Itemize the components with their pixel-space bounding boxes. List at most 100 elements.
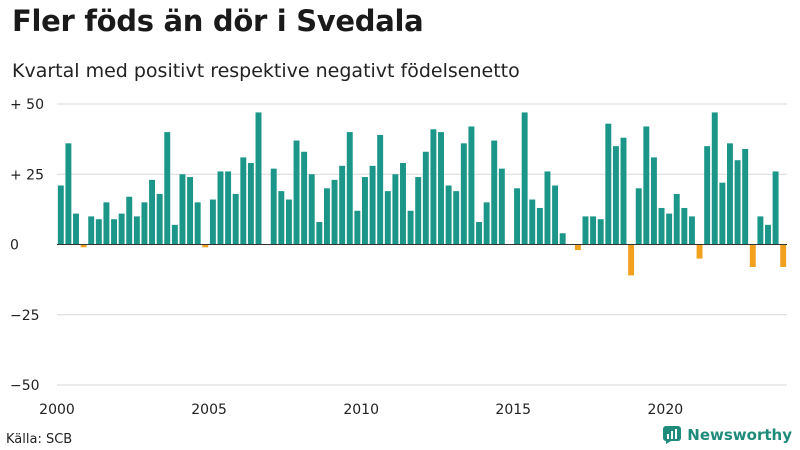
bar-2009Q1 [331,179,338,245]
bar-2007Q1 [270,168,277,245]
bar-2004Q4 [202,244,209,248]
bar-2022Q3 [742,148,749,245]
bar-2004Q1 [179,174,186,245]
bar-2013Q2 [460,143,467,245]
bar-2014Q3 [498,168,505,245]
brand-logo: Newsworthy [663,426,792,444]
bar-2008Q1 [301,151,308,245]
bar-2013Q4 [476,222,482,245]
bar-2008Q4 [323,188,330,245]
bar-2011Q4 [415,177,422,245]
axes: + 50 + 25 0 −25 −50 2000 2005 2010 2015 2020 [10,97,787,418]
chart-subtitle: Kvartal med positivt respektive negativt… [12,60,520,82]
source-note: Källa: SCB [6,432,73,447]
bar-2020Q4 [688,216,695,245]
bar-2014Q2 [491,140,498,245]
bar-2000Q1 [57,185,64,245]
bar-2019Q3 [650,157,657,245]
x-tick-label: 2005 [191,402,227,418]
bar-2008Q3 [316,222,323,245]
bar-2011Q3 [407,210,414,245]
bar-2001Q2 [95,219,102,245]
x-tick-label: 2000 [39,402,75,418]
bar-2005Q2 [217,171,224,245]
bar-2017Q1 [574,244,581,251]
bar-2000Q4 [80,244,87,248]
x-tick-label: 2015 [495,402,531,418]
bar-2003Q2 [156,193,163,245]
bar-2013Q3 [468,126,475,245]
bar-2002Q2 [126,196,133,245]
bar-2009Q2 [339,165,346,245]
bar-2020Q2 [673,193,680,245]
bar-2000Q2 [65,143,72,245]
bar-2006Q2 [247,163,254,245]
bar-2012Q2 [430,129,437,245]
bar-2011Q1 [392,174,399,245]
bar-2020Q3 [681,207,688,245]
bar-2015Q4 [536,207,543,245]
brand-name: Newsworthy [687,426,792,444]
bar-2019Q2 [643,126,650,245]
bar-2001Q1 [88,216,95,245]
bar-2007Q2 [278,191,285,245]
bar-2017Q3 [590,216,597,245]
y-tick-label: + 25 [10,167,44,183]
bar-2019Q4 [658,207,665,245]
bar-2023Q2 [765,224,771,245]
bar-2008Q2 [308,174,315,245]
grid-lines [57,103,787,386]
bar-2020Q1 [666,213,673,245]
bar-2019Q1 [635,188,642,245]
y-tick-label: 0 [10,238,19,254]
bar-2017Q4 [597,219,604,245]
bar-2005Q1 [209,199,216,245]
bar-2018Q4 [628,244,635,276]
bar-2003Q4 [171,224,178,245]
bar-2001Q4 [111,219,117,245]
bar-2021Q1 [696,244,703,259]
x-tick-label: 2010 [343,402,379,418]
bar-2004Q3 [194,202,201,245]
bar-2003Q3 [164,132,171,245]
bar-2021Q4 [719,182,726,245]
bar-2009Q4 [354,210,361,245]
bar-2022Q1 [727,143,733,245]
bar-2016Q1 [544,171,551,245]
bar-2012Q1 [422,151,429,245]
bar-2015Q1 [514,188,521,245]
newsworthy-logo-icon [663,426,682,444]
bar-2023Q3 [772,171,779,245]
bar-2018Q3 [620,137,627,245]
bar-2010Q3 [377,134,384,245]
bar-2023Q4 [780,244,787,267]
bar-2003Q1 [149,179,156,245]
y-tick-label: −25 [10,308,40,324]
bar-2006Q3 [255,112,262,245]
bar-2004Q2 [187,177,194,245]
bar-2012Q4 [445,185,452,245]
chart-title: Fler föds än dör i Svedala [12,4,424,38]
bar-2009Q3 [346,132,353,245]
y-tick-label: −50 [10,378,40,394]
bar-2007Q3 [285,199,292,245]
bar-2012Q3 [438,132,444,245]
bar-2023Q1 [757,216,764,245]
x-tick-label: 2020 [648,402,684,418]
bar-2001Q3 [103,202,110,245]
bar-2010Q1 [362,177,368,245]
bar-2022Q2 [734,160,741,245]
bar-2006Q1 [240,157,247,245]
bar-2002Q1 [118,213,125,245]
bar-2021Q3 [711,112,718,245]
bar-2016Q3 [559,233,566,245]
bar-2007Q4 [293,140,300,245]
bar-2000Q3 [73,213,79,245]
bar-2015Q2 [521,112,528,245]
bar-2005Q4 [232,193,239,245]
bar-2010Q2 [369,165,376,245]
bar-2016Q2 [552,185,559,245]
bar-2005Q3 [225,171,232,245]
bar-2013Q1 [453,191,460,245]
